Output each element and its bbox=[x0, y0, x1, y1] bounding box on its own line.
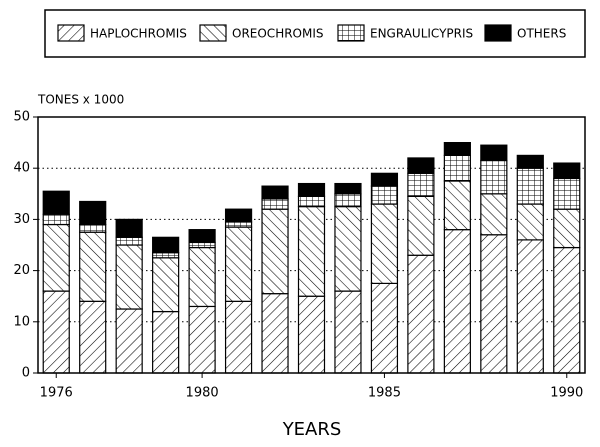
bar-segment bbox=[334, 182, 362, 195]
bar-segment bbox=[407, 195, 435, 256]
bar-segment bbox=[407, 172, 435, 197]
bar-segment bbox=[553, 208, 581, 249]
bar-segment bbox=[42, 223, 70, 292]
x-tick-label: 1990 bbox=[550, 386, 583, 401]
bar-segment bbox=[42, 190, 70, 215]
bar-segment bbox=[480, 159, 508, 195]
legend-swatch bbox=[199, 24, 227, 42]
bar-segment bbox=[370, 203, 399, 284]
bar-segment bbox=[261, 198, 289, 210]
bar-segment bbox=[79, 200, 107, 226]
bar-segment bbox=[42, 213, 70, 226]
bar-segment bbox=[480, 234, 508, 374]
y-tick-label: 10 bbox=[13, 314, 30, 329]
legend-label: ENGRAULICYPRIS bbox=[370, 27, 473, 41]
bar-segment bbox=[115, 236, 143, 246]
bar-segment bbox=[42, 290, 70, 374]
bar-segment bbox=[224, 300, 253, 374]
bar-segment bbox=[115, 308, 143, 374]
bar-segment bbox=[115, 218, 143, 238]
bar-segment bbox=[152, 310, 180, 374]
x-tick-label: 1976 bbox=[40, 386, 73, 401]
legend-box bbox=[44, 9, 586, 58]
bar-segment bbox=[443, 154, 471, 182]
legend-label: HAPLOCHROMIS bbox=[90, 27, 187, 41]
bar-segment bbox=[152, 236, 180, 254]
legend-swatch bbox=[337, 24, 365, 42]
x-axis-title: YEARS bbox=[282, 419, 342, 440]
bar-segment bbox=[261, 185, 289, 200]
bar-segment bbox=[516, 239, 544, 374]
bar-segment bbox=[79, 300, 107, 374]
bar-segment bbox=[516, 167, 544, 205]
bar-segment bbox=[188, 305, 216, 374]
bar-segment bbox=[297, 182, 326, 197]
bar-segment bbox=[261, 208, 289, 295]
bar-segment bbox=[553, 162, 581, 180]
legend-label: OTHERS bbox=[517, 27, 566, 41]
y-tick-label: 0 bbox=[22, 366, 30, 381]
bar-segment bbox=[443, 142, 471, 157]
bar-segment bbox=[407, 157, 435, 174]
y-tick-label: 20 bbox=[13, 263, 30, 278]
bar-segment bbox=[407, 254, 435, 374]
bar-segment bbox=[79, 223, 107, 233]
bar-segment bbox=[370, 185, 399, 205]
bar-segment bbox=[188, 241, 216, 249]
y-tick-label: 30 bbox=[13, 212, 30, 227]
bar-segment bbox=[188, 246, 216, 308]
bar-segment bbox=[297, 295, 326, 374]
plot-frame bbox=[37, 116, 586, 374]
bar-segment bbox=[516, 203, 544, 241]
legend-label: OREOCHROMIS bbox=[232, 27, 324, 41]
bar-segment bbox=[115, 244, 143, 310]
bar-segment bbox=[297, 206, 326, 297]
bar-segment bbox=[443, 229, 471, 374]
x-tick-label: 1980 bbox=[186, 386, 219, 401]
bar-segment bbox=[334, 290, 362, 374]
y-axis-title: TONES x 1000 bbox=[37, 93, 124, 107]
legend-swatch bbox=[484, 24, 512, 42]
bar-segment bbox=[224, 208, 253, 223]
bar-segment bbox=[553, 177, 581, 210]
bar-segment bbox=[152, 257, 180, 313]
x-tick-label: 1985 bbox=[368, 386, 401, 401]
bar-segment bbox=[224, 221, 253, 228]
bar-segment bbox=[79, 231, 107, 302]
bar-segment bbox=[152, 252, 180, 259]
bar-segment bbox=[224, 226, 253, 302]
bar-segment bbox=[443, 180, 471, 231]
y-tick-label: 50 bbox=[13, 110, 30, 125]
bar-segment bbox=[188, 229, 216, 244]
bar-segment bbox=[334, 206, 362, 292]
bar-segment bbox=[261, 293, 289, 374]
bar-segment bbox=[553, 246, 581, 374]
bar-segment bbox=[297, 195, 326, 208]
legend-swatch bbox=[57, 24, 85, 42]
y-tick-label: 40 bbox=[13, 161, 30, 176]
bar-segment bbox=[480, 144, 508, 162]
bar-segment bbox=[370, 282, 399, 374]
bar-segment bbox=[334, 193, 362, 208]
bar-segment bbox=[480, 193, 508, 236]
bar-segment bbox=[516, 154, 544, 169]
bar-segment bbox=[370, 172, 399, 187]
